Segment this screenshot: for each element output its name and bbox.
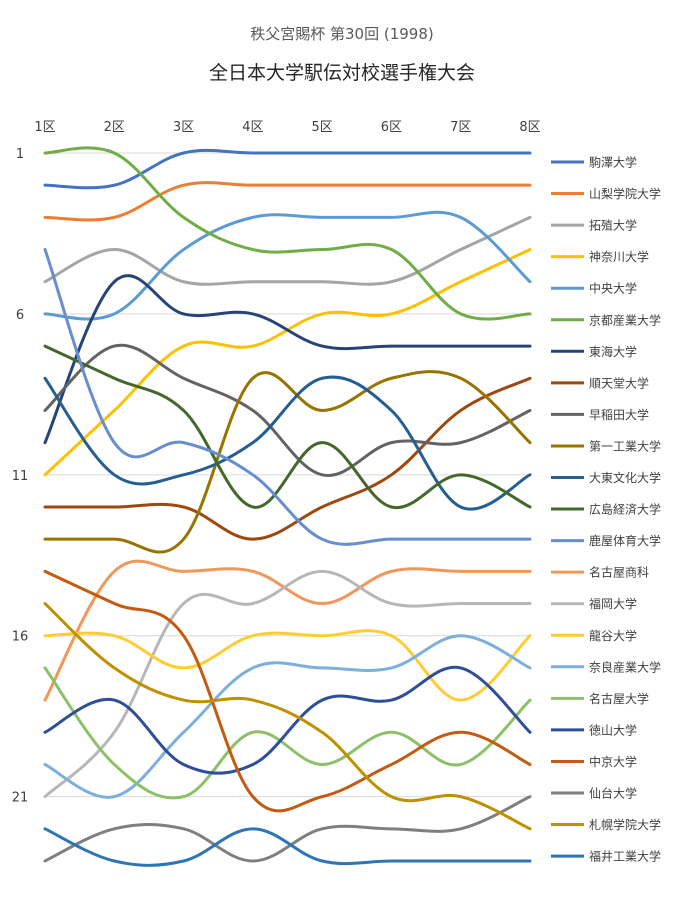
legend-label: 名古屋商科 — [589, 565, 649, 580]
series-lines — [43, 146, 532, 867]
legend-label: 札幌学院大学 — [589, 817, 661, 832]
series-line — [43, 665, 532, 775]
legend-label: 京都産業大学 — [589, 312, 661, 327]
x-tick-label: 4区 — [242, 120, 263, 135]
chart-title: 全日本大学駅伝対校選手権大会 — [209, 62, 475, 84]
series-line — [43, 634, 532, 799]
legend-label: 広島経済大学 — [589, 502, 661, 517]
chart-subtitle: 秩父宮賜杯 第30回 (1998) — [250, 25, 434, 43]
series-line — [43, 344, 532, 510]
y-tick-label: 6 — [16, 308, 24, 323]
series-line — [43, 146, 532, 321]
legend-label: 福岡大学 — [589, 596, 637, 611]
legend-label: 中央大学 — [589, 281, 637, 296]
series-line — [43, 248, 532, 477]
legend-label: 神奈川大学 — [589, 249, 649, 264]
x-tick-label: 2区 — [104, 120, 125, 135]
legend-label: 仙台大学 — [589, 786, 637, 801]
y-tick-label: 11 — [12, 469, 29, 484]
legend-label: 駒澤大学 — [589, 155, 637, 170]
series-line — [43, 210, 532, 321]
series-line — [43, 795, 532, 863]
series-line — [43, 375, 532, 511]
series-line — [43, 370, 532, 554]
legend-label: 山梨学院大学 — [589, 186, 661, 201]
x-tick-label: 1区 — [34, 120, 55, 135]
series-line — [43, 569, 532, 799]
legend-label: 東海大学 — [589, 344, 637, 359]
legend-label: 徳山大学 — [589, 722, 637, 737]
legend-label: 拓殖大学 — [589, 218, 637, 233]
series-line — [43, 376, 532, 541]
series-line — [43, 215, 532, 286]
y-tick-label: 21 — [12, 791, 29, 806]
legend-label: 名古屋大学 — [589, 691, 649, 706]
series-line — [43, 602, 532, 831]
legend-label: 順天堂大学 — [589, 375, 649, 390]
x-tick-label: 6区 — [381, 120, 402, 135]
series-line — [43, 559, 532, 702]
legend-label: 早稲田大学 — [589, 407, 649, 422]
series-line — [43, 343, 532, 477]
legend-label: 龍谷大学 — [589, 628, 637, 643]
legend-label: 第一工業大学 — [589, 438, 661, 453]
series-line — [43, 569, 532, 813]
legend-label: 奈良産業大学 — [589, 659, 661, 674]
x-axis-ticks: 1区 2区 3区 4区 5区 6区 7区 8区 — [34, 120, 540, 135]
x-tick-label: 5区 — [312, 120, 333, 135]
series-line — [43, 148, 532, 190]
y-tick-label: 1 — [16, 147, 24, 162]
legend-label: 鹿屋体育大学 — [589, 533, 661, 548]
legend-label: 福井工業大学 — [589, 849, 661, 864]
series-line — [43, 629, 532, 702]
legend-label: 中京大学 — [589, 754, 637, 769]
series-line — [43, 248, 532, 546]
series-line — [43, 181, 532, 222]
legend-label: 大東文化大学 — [589, 470, 661, 485]
y-tick-label: 16 — [12, 630, 29, 645]
x-tick-label: 8区 — [519, 120, 540, 135]
x-tick-label: 7区 — [450, 120, 471, 135]
legend: 駒澤大学山梨学院大学拓殖大学神奈川大学中央大学京都産業大学東海大学順天堂大学早稲… — [551, 155, 661, 864]
x-tick-label: 3区 — [173, 120, 194, 135]
series-line — [43, 274, 532, 445]
series-line — [43, 827, 532, 867]
